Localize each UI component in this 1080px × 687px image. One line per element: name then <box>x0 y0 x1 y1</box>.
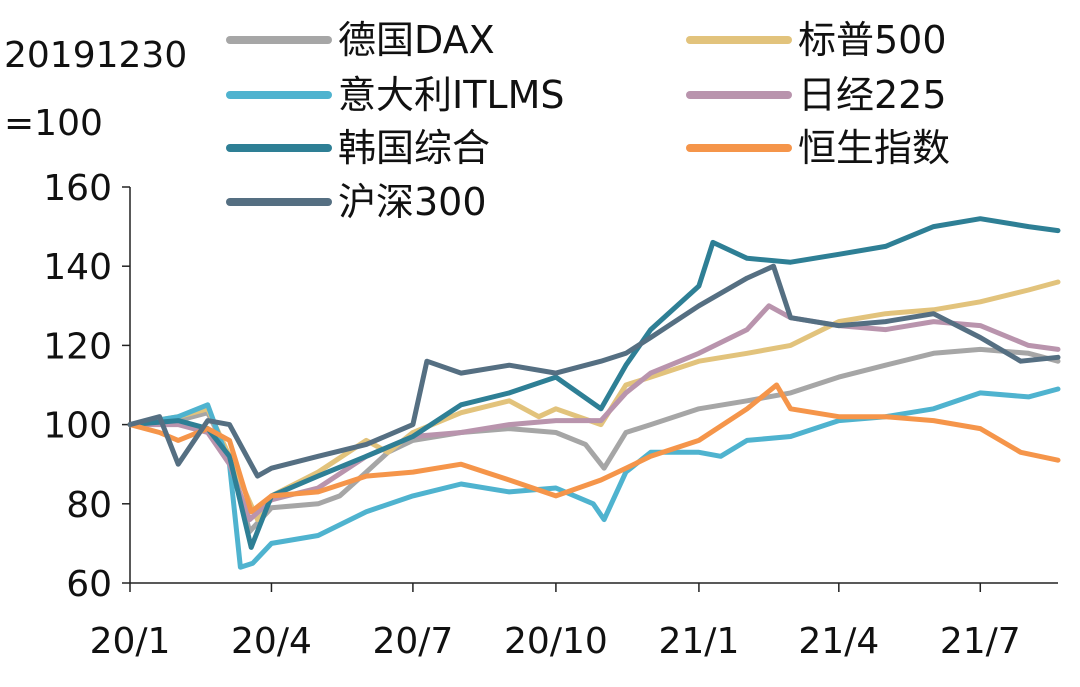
x-tick-label: 21/1 <box>659 621 740 662</box>
series-line-1 <box>127 279 1061 523</box>
y-tick-label: 140 <box>43 247 112 288</box>
legend-label: 恒生指数 <box>798 126 950 170</box>
x-tick-label: 20/1 <box>90 621 171 662</box>
y-tick-label: 120 <box>43 326 112 367</box>
legend-label: 德国DAX <box>338 18 495 62</box>
legend-label: 韩国综合 <box>338 126 490 170</box>
legend-label: 日经225 <box>798 73 947 117</box>
series-line-3 <box>127 303 1061 523</box>
x-tick-label: 20/4 <box>231 621 312 662</box>
x-tick-label: 21/4 <box>798 621 879 662</box>
y-tick-label: 60 <box>66 564 112 605</box>
series-layer <box>127 216 1061 570</box>
series-line-4 <box>127 216 1061 550</box>
legend-label: 意大利ITLMS <box>338 73 565 117</box>
x-tick-label: 20/10 <box>504 621 608 662</box>
x-tick-label: 20/7 <box>372 621 453 662</box>
legend-label: 标普500 <box>798 18 947 62</box>
legend-label: 沪深300 <box>338 180 487 224</box>
y-tick-label: 100 <box>43 406 112 447</box>
y-tick-label: 80 <box>66 485 112 526</box>
series-line-5 <box>127 382 1061 515</box>
series-line-0 <box>127 346 1061 534</box>
unit-label-base-value: =100 <box>4 103 103 144</box>
series-line-6 <box>127 263 1061 479</box>
x-tick-label: 21/7 <box>940 621 1021 662</box>
axes: 60 80 100 120 140 160 20/1 20/4 20/7 20/10 21/1 21/… <box>43 168 1058 662</box>
series-line-2 <box>127 386 1061 570</box>
y-tick-label: 160 <box>43 168 112 209</box>
unit-label-base-date: 20191230 <box>4 35 188 76</box>
